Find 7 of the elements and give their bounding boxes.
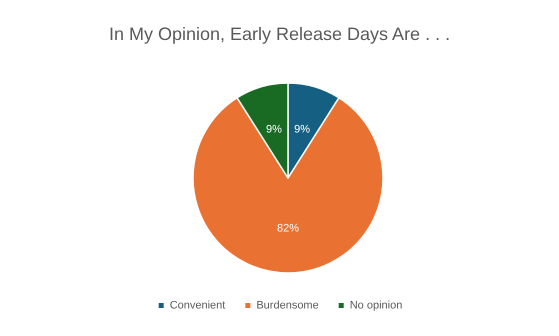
data-label: 9% bbox=[266, 124, 282, 136]
data-label: 82% bbox=[276, 222, 300, 234]
legend-label: Burdensome bbox=[256, 300, 319, 312]
data-label: 9% bbox=[294, 124, 310, 136]
chart-title: In My Opinion, Early Release Days Are . . . bbox=[108, 24, 450, 44]
legend-label: No opinion bbox=[350, 300, 402, 312]
legend-label: Convenient bbox=[170, 300, 226, 312]
